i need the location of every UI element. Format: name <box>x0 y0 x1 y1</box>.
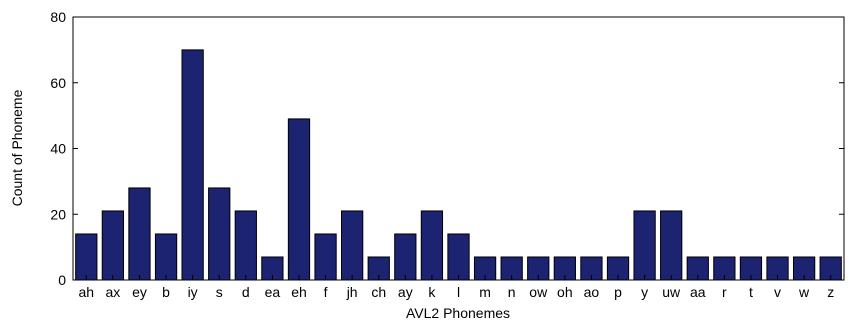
x-axis: ah ax ey b iy s d ea eh f jh ch ay k l m n ow oh ao p y uw aa r t… <box>79 275 834 300</box>
x-tick-label-s: s <box>216 284 223 300</box>
x-tick-label-p: p <box>614 284 622 300</box>
x-tick-label-ay: ay <box>398 284 413 300</box>
x-tick-label-l: l <box>457 284 460 300</box>
bar-s <box>208 187 231 281</box>
x-axis-title: AVL2 Phonemes <box>406 305 510 321</box>
x-tick-label-iy: iy <box>188 284 198 300</box>
y-tick-label-0: 0 <box>58 272 66 288</box>
bar-f <box>314 233 337 281</box>
y-axis-title: Count of Phoneme <box>9 89 25 206</box>
bar-l <box>447 233 470 281</box>
bar-ay <box>394 233 417 281</box>
y-tick-label-40: 40 <box>50 141 66 157</box>
x-tick-label-k: k <box>428 284 436 300</box>
x-tick-label-n: n <box>508 284 516 300</box>
x-tick-label-y: y <box>641 284 648 300</box>
x-tick-label-ey: ey <box>132 284 147 300</box>
x-tick-label-uw: uw <box>662 284 681 300</box>
bar-d <box>234 210 257 281</box>
x-tick-label-m: m <box>479 284 491 300</box>
bar-iy <box>181 49 204 281</box>
x-tick-label-t: t <box>749 284 753 300</box>
bar-b <box>154 233 178 281</box>
x-tick-label-ow: ow <box>529 284 548 300</box>
x-tick-label-aa: aa <box>690 284 706 300</box>
x-tick-label-ah: ah <box>79 284 95 300</box>
bar-jh <box>341 210 364 281</box>
x-tick-label-eh: eh <box>291 284 307 300</box>
bar-k <box>420 210 444 281</box>
y-tick-label-80: 80 <box>50 9 66 25</box>
bar-uw <box>660 210 683 281</box>
x-tick-label-ax: ax <box>105 284 120 300</box>
x-tick-label-ea: ea <box>265 284 281 300</box>
y-tick-label-20: 20 <box>50 206 66 222</box>
x-tick-label-f: f <box>324 284 328 300</box>
bar-eh <box>287 118 311 281</box>
x-tick-label-z: z <box>827 284 834 300</box>
x-tick-label-b: b <box>162 284 170 300</box>
x-tick-label-r: r <box>722 284 727 300</box>
bars-group <box>75 49 842 281</box>
y-axis: 0 20 40 60 80 <box>50 9 844 288</box>
x-tick-label-ao: ao <box>584 284 600 300</box>
x-tick-label-w: w <box>798 284 810 300</box>
x-tick-label-d: d <box>242 284 250 300</box>
x-tick-label-oh: oh <box>557 284 573 300</box>
x-tick-label-jh: jh <box>346 284 358 300</box>
bar-ax <box>101 210 125 281</box>
x-tick-label-ch: ch <box>371 284 386 300</box>
x-tick-label-v: v <box>774 284 781 300</box>
bar-ah <box>75 233 98 281</box>
y-tick-label-60: 60 <box>50 75 66 91</box>
bar-ey <box>128 187 151 281</box>
bar-y <box>633 210 656 281</box>
